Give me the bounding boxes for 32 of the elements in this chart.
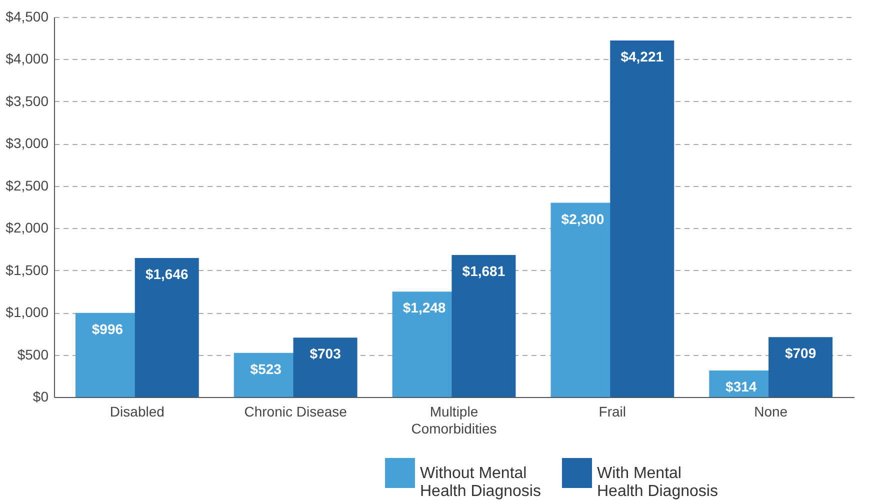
y-tick-label: $4,000: [6, 50, 49, 67]
bar: [293, 338, 358, 397]
data-label: $709: [784, 345, 816, 362]
data-label: $4,221: [620, 48, 664, 65]
data-label: $996: [92, 320, 124, 337]
y-tick-label: $0: [32, 388, 49, 404]
y-tick-label: $4,500: [6, 8, 49, 24]
x-tick-label: Multiple Comorbidities: [411, 404, 497, 436]
data-label: $703: [310, 346, 342, 362]
x-tick-label: Disabled: [110, 404, 164, 420]
y-tick-label: $3,500: [6, 92, 49, 109]
x-tick-label: Frail: [598, 404, 626, 420]
data-label: $1,646: [145, 266, 188, 282]
data-label: $1,681: [462, 263, 506, 280]
bar: [134, 258, 199, 397]
bar: [610, 40, 674, 397]
data-label: $523: [250, 360, 282, 377]
data-label: $2,300: [561, 210, 604, 227]
legend-label: Without Mental Health Diagnosis: [420, 465, 541, 500]
y-tick-label: $1,500: [6, 262, 49, 278]
y-tick-label: $500: [17, 346, 49, 362]
y-tick-label: $3,000: [6, 135, 49, 152]
x-tick-label: Chronic Disease: [244, 404, 348, 420]
y-tick-label: $2,500: [6, 177, 49, 194]
y-tick-label: $1,000: [6, 304, 49, 320]
x-tick-label: None: [754, 404, 788, 420]
bar: [768, 337, 833, 397]
legend-label: With Mental Health Diagnosis: [597, 465, 718, 500]
data-label: $1,248: [402, 300, 446, 316]
bar: [452, 255, 516, 397]
data-label: $314: [726, 378, 757, 394]
y-tick-label: $2,000: [6, 220, 49, 236]
